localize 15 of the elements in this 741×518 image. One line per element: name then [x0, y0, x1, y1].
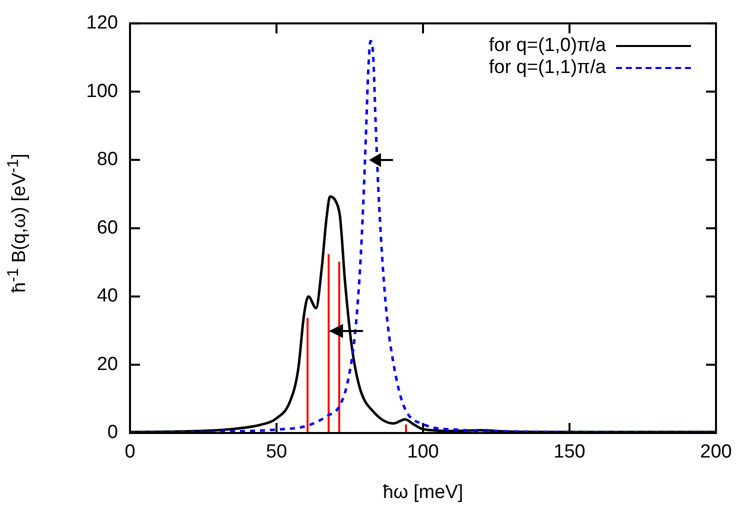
y-tick-label: 120 — [86, 12, 118, 34]
y-tick-label: 0 — [107, 422, 118, 444]
y-tick-label: 80 — [96, 149, 118, 170]
y-tick-label: 20 — [96, 354, 118, 375]
legend-label: for q=(1,0)π/a — [488, 35, 606, 58]
x-tick-label: 100 — [407, 442, 439, 463]
y-tick-label: 40 — [96, 286, 118, 307]
x-tick-label: 0 — [124, 442, 136, 463]
x-axis-title: ħω [meV] — [382, 482, 464, 504]
legend-label: for q=(1,1)π/a — [488, 57, 606, 80]
x-tick-label: 150 — [554, 442, 586, 463]
x-tick-label: 200 — [700, 442, 732, 463]
x-tick-label: 50 — [266, 442, 288, 463]
y-tick-label: 100 — [86, 80, 118, 102]
y-tick-label: 60 — [96, 217, 118, 238]
